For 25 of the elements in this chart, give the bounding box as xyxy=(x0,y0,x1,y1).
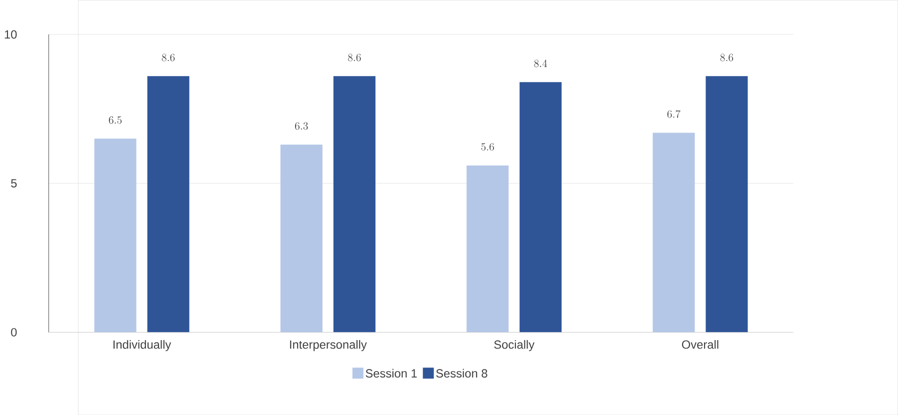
x-tick-label: Interpersonally xyxy=(290,340,367,352)
data-label: 8.6 xyxy=(348,54,361,62)
y-tick-label: 10 xyxy=(4,30,17,39)
bar xyxy=(706,76,748,332)
bar xyxy=(520,82,562,332)
legend-label: Session 8 xyxy=(436,368,488,378)
data-label: 8.6 xyxy=(720,54,734,62)
data-label: 5.6 xyxy=(481,143,494,151)
bar xyxy=(652,132,695,332)
bar xyxy=(94,138,136,332)
bar xyxy=(147,76,190,332)
data-label: 6.5 xyxy=(108,116,122,124)
bar xyxy=(333,76,376,332)
data-label: 8.6 xyxy=(162,54,175,62)
x-tick-label: Overall xyxy=(682,340,718,349)
legend-label: Session 1 xyxy=(366,368,417,378)
data-label: 6.7 xyxy=(667,110,680,118)
data-label: 8.4 xyxy=(534,60,548,68)
x-tick-label: Individually xyxy=(114,340,172,352)
data-label: 6.3 xyxy=(295,122,308,130)
x-tick-label: Socially xyxy=(494,340,535,352)
bar xyxy=(466,165,509,332)
y-tick-label: 0 xyxy=(11,328,17,336)
bar xyxy=(280,144,322,332)
y-tick-label: 5 xyxy=(11,179,17,188)
